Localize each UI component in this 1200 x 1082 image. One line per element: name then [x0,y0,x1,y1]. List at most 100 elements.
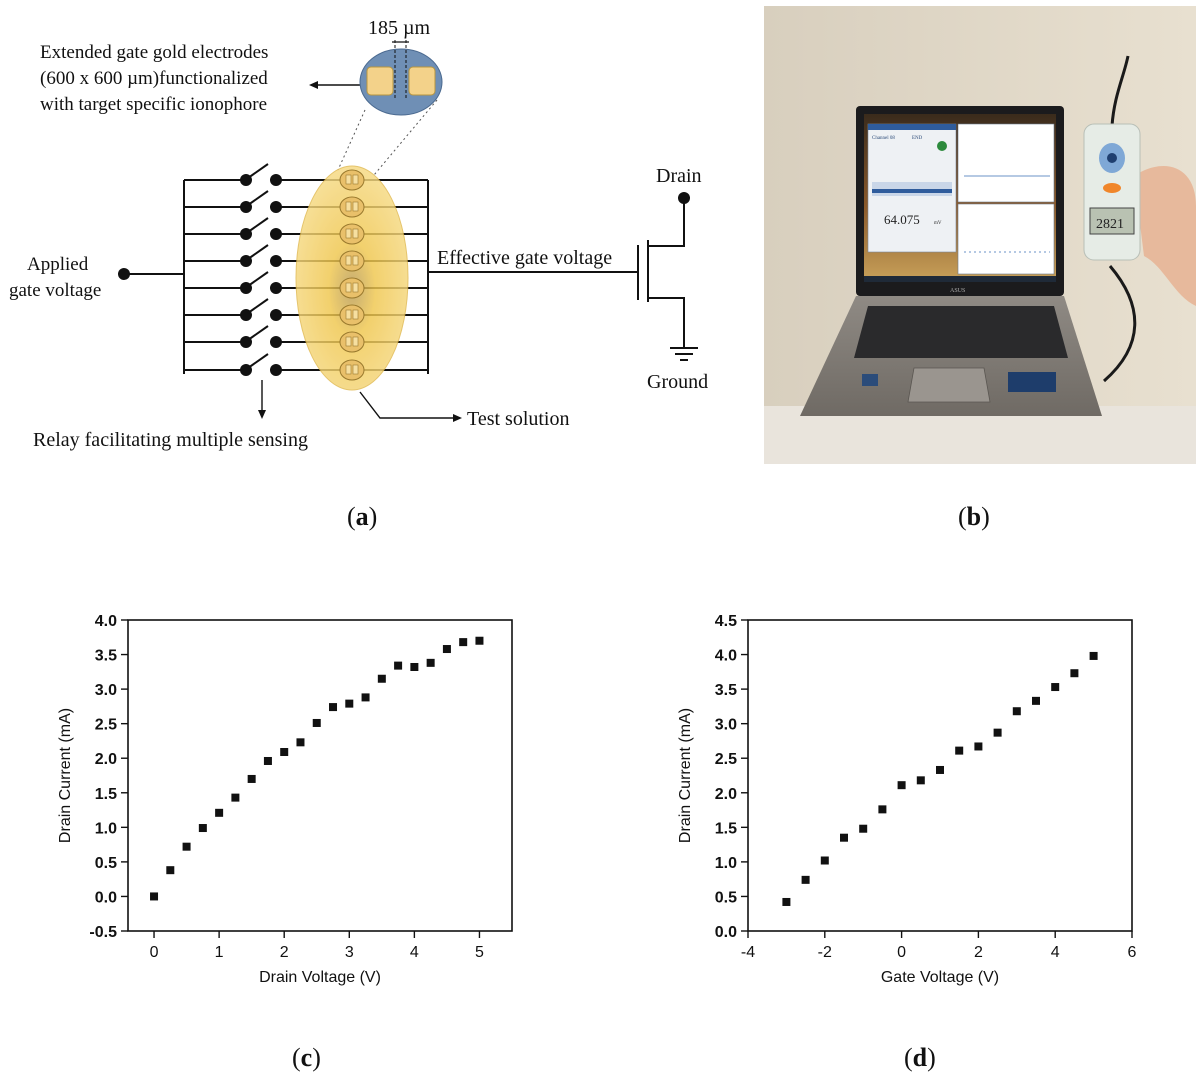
test-solution-arrow [359,391,455,419]
electrode-7-pad-left [345,336,352,347]
electrode-5-pad-right [352,282,359,293]
chart-d-ytick-label-6: 3.0 [715,717,737,734]
app-graph-top [957,123,1055,203]
chart-c-point-18 [442,645,451,654]
label-b-close: ) [981,502,990,531]
relay-label: Relay facilitating multiple sensing [33,429,308,451]
chart-c-ytick-label-7: 3.0 [95,682,117,699]
panel-label-d: (d) [904,1043,936,1073]
electrode-pad-left [366,66,394,96]
chart-d-xtick-label-0: -4 [741,944,755,961]
label-c-letter: c [300,1043,313,1072]
chart-d-point-4 [859,824,868,833]
electrode-1 [339,169,365,191]
transistor-drain-lead [648,198,685,247]
chart-d-point-7 [916,776,925,785]
device-top-cable [1110,55,1130,127]
device-lcd-readout: 2821 [1096,217,1124,232]
chart-d-point-1 [801,875,810,884]
label-c-close: ) [312,1043,321,1072]
effective-gate-label: Effective gate voltage [437,247,612,269]
chart-c-ytick-label-6: 2.5 [95,717,117,734]
relay-switch-7 [247,325,269,341]
label-a-close: ) [368,502,378,531]
chart-d-point-10 [974,742,983,751]
chart-c-point-15 [394,661,403,670]
electrode-caption-line-3: with target specific ionophore [40,94,267,115]
chart-c-point-17 [426,658,435,667]
label-a-letter: a [355,502,369,531]
app-reading-unit: mV [934,221,942,226]
chart-c-point-10 [312,718,321,727]
device-center-button [1107,153,1117,163]
chart-c-point-4 [215,808,224,817]
relay-switch-3 [247,217,269,233]
chart-d-point-8 [936,765,944,774]
electrode-6 [339,304,365,326]
electrode-4 [339,250,365,272]
chart-c-xtick-label-1: 1 [215,944,224,961]
app-table-highlight [872,189,952,193]
chart-d-point-2 [820,856,829,865]
chart-d-point-14 [1051,683,1060,692]
chart-c-point-5 [231,793,240,802]
chart-d-point-6 [897,781,906,790]
chart-c-point-2 [182,842,191,851]
app-graph-bottom [957,203,1055,275]
chart-c-point-3 [198,824,207,833]
chart-d-point-12 [1012,707,1021,716]
electrode-6-pad-left [345,309,352,320]
chart-d-xtick-label-4: 4 [1051,944,1060,961]
chart-c-point-0 [150,892,159,901]
test-solution-arrow-head [453,414,462,422]
chart-c-ytick-label-0: -0.5 [89,924,117,941]
chart-c-ytick-label-1: 0.0 [95,889,117,906]
applied-gate-label-1: Applied [27,254,89,275]
chart-c-ytick-label-5: 2.0 [95,751,117,768]
electrode-8-pad-right [352,364,359,375]
sticker-right [1008,372,1056,392]
chart-d-point-5 [878,805,887,814]
chart-c-point-14 [377,674,386,683]
app-channel-label: Channel 08 [872,136,895,141]
chart-c-ytick-label-4: 1.5 [95,786,117,803]
electrode-3-pad-left [345,228,352,239]
relay-switch-6 [247,298,269,314]
chart-c-point-8 [280,748,289,757]
panel-label-b: (b) [958,502,990,532]
relay-arrow-head [258,410,266,419]
electrode-caption-line-2: (600 x 600 µm)functionalized [40,68,268,89]
applied-gate-terminal [118,268,130,280]
electrode-3-pad-right [352,228,359,239]
panel-b-photo: Channel 08 END 64.075 mV ASUS 2821 [764,6,1196,464]
chart-c-xlabel: Drain Voltage (V) [259,969,381,986]
chart-c-point-7 [263,756,272,765]
electrode-pad-right [408,66,436,96]
chart-d-ytick-label-9: 4.5 [715,613,737,630]
chart-d-ylabel: Drain Current (mA) [677,708,694,843]
electrode-7-pad-right [352,336,359,347]
electrode-5-pad-left [345,282,352,293]
laptop-brand: ASUS [950,288,965,294]
electrode-6-pad-right [352,309,359,320]
chart-c: 0 1 2 3 4 5 -0.5 0.0 0.5 1.0 1.5 2.0 2.5 3.0 3.5 4.0 Dra… [57,613,513,986]
chart-d-ytick-label-3: 1.5 [715,820,737,837]
relay-switch-1 [247,163,269,179]
label-b-open: ( [958,502,967,531]
chart-d-xtick-label-2: 0 [897,944,906,961]
chart-d-xtick-label-3: 2 [974,944,983,961]
label-d-close: ) [927,1043,936,1072]
device-lcd [1089,207,1135,235]
label-c-open: ( [292,1043,301,1072]
electrode-8-pad-left [345,364,352,375]
chart-c-point-6 [247,774,256,783]
electrode-1-pad-right [352,174,359,185]
panel-label-a: (a) [347,502,377,532]
ground-label: Ground [647,371,708,393]
electrode-2-pad-left [345,201,352,212]
chart-c-ytick-label-2: 0.5 [95,855,117,872]
electrode-7 [339,331,365,353]
relay-switch-5 [247,271,269,287]
chart-d-point-13 [1032,696,1040,705]
